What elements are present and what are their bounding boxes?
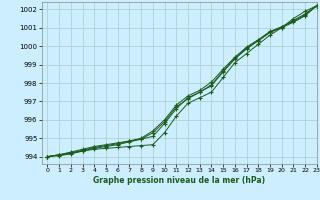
X-axis label: Graphe pression niveau de la mer (hPa): Graphe pression niveau de la mer (hPa) — [93, 176, 265, 185]
